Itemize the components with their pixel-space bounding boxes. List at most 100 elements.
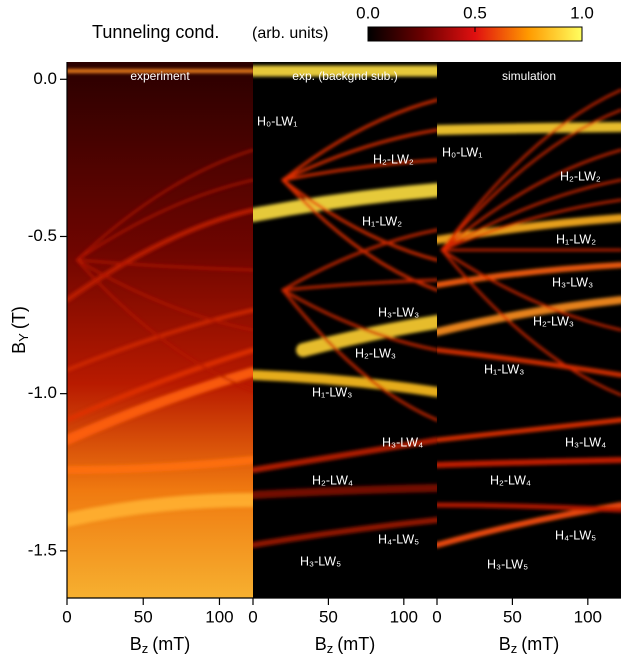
trace xyxy=(440,198,621,252)
y-tick-label: -0.5 xyxy=(28,226,57,245)
trace xyxy=(296,315,437,357)
x-tick-label: 100 xyxy=(390,607,418,626)
panel xyxy=(437,62,621,598)
x-label-unit: (mT) xyxy=(521,634,559,654)
panel xyxy=(253,62,437,598)
trace xyxy=(281,178,437,292)
trace xyxy=(281,278,437,292)
y-tick-label: -1.5 xyxy=(28,540,57,559)
trace xyxy=(253,517,437,548)
colorbar-tick-label: 1.0 xyxy=(570,3,594,22)
annotation: H₁-LW₂ xyxy=(556,232,596,246)
y-tick-label: -1.0 xyxy=(28,383,57,402)
heatmap-traces xyxy=(253,65,437,548)
y-tick-label: 0.0 xyxy=(33,69,57,88)
trace xyxy=(67,456,253,474)
heatmap-traces xyxy=(437,88,621,548)
annotation: H₀-LW₁ xyxy=(257,114,297,128)
x-tick-label: 100 xyxy=(574,607,602,626)
trace xyxy=(437,296,621,336)
annotation: H₂-LW₃ xyxy=(355,346,396,360)
trace xyxy=(437,457,621,468)
trace xyxy=(440,108,621,252)
x-axis-label: Bz (mT) xyxy=(499,634,560,657)
annotation: H₃-LW₄ xyxy=(382,435,423,449)
x-label-symbol: B xyxy=(130,634,142,654)
y-label-unit: (T) xyxy=(9,306,29,329)
trace xyxy=(67,207,253,303)
trace xyxy=(440,178,621,252)
x-label-sub: z xyxy=(327,641,334,656)
colorbar-label: Tunneling cond. xyxy=(92,22,219,42)
trace xyxy=(76,259,253,391)
annotation: H₄-LW₅ xyxy=(378,532,419,546)
x-tick-label: 50 xyxy=(319,607,338,626)
x-label-symbol: B xyxy=(499,634,511,654)
x-label-symbol: B xyxy=(315,634,327,654)
annotation: H₃-LW₅ xyxy=(300,554,341,568)
x-tick-label: 0 xyxy=(432,607,441,626)
x-tick-label: 50 xyxy=(503,607,522,626)
trace xyxy=(281,228,437,292)
trace xyxy=(253,484,437,499)
trace xyxy=(67,308,253,372)
annotation: H₁-LW₂ xyxy=(362,214,402,228)
annotation: H₃-LW₃ xyxy=(552,275,593,289)
annotation: H₂-LW₂ xyxy=(560,169,601,183)
x-label-unit: (mT) xyxy=(337,634,375,654)
x-tick-label: 50 xyxy=(134,607,153,626)
heatmap-background xyxy=(437,62,621,598)
x-label-sub: z xyxy=(142,641,149,656)
trace xyxy=(281,178,437,262)
annotation: H₃-LW₄ xyxy=(565,435,606,449)
trace xyxy=(253,437,437,473)
trace xyxy=(437,262,621,288)
trace xyxy=(437,347,621,378)
trace xyxy=(281,288,437,422)
trace xyxy=(281,98,437,182)
annotation: H₂-LW₂ xyxy=(373,152,414,166)
trace xyxy=(440,148,621,252)
y-label-symbol: B xyxy=(9,342,29,354)
trace xyxy=(437,122,621,135)
annotation: H₀-LW₁ xyxy=(442,145,482,159)
heatmap-traces xyxy=(67,69,253,527)
trace xyxy=(281,288,437,352)
trace xyxy=(76,149,253,261)
panel-title: simulation xyxy=(502,69,556,83)
trace xyxy=(440,248,621,397)
annotation: H₃-LW₅ xyxy=(487,557,528,571)
annotation: H₁-LW₃ xyxy=(312,385,352,399)
trace xyxy=(440,248,621,332)
trace xyxy=(253,370,437,397)
trace xyxy=(67,347,253,423)
trace xyxy=(281,158,437,182)
x-axis-label: Bz (mT) xyxy=(130,634,191,657)
annotation: H₄-LW₅ xyxy=(555,528,596,542)
trace xyxy=(437,417,621,443)
colorbar-tick-label: 0.5 xyxy=(463,3,487,22)
annotation: H₁-LW₃ xyxy=(484,362,524,376)
trace xyxy=(67,367,253,445)
trace xyxy=(76,179,253,261)
annotation: H₂-LW₄ xyxy=(312,473,353,487)
trace xyxy=(440,88,621,252)
trace xyxy=(437,502,621,513)
x-tick-label: 0 xyxy=(248,607,257,626)
trace xyxy=(281,128,437,182)
x-axis-label: Bz (mT) xyxy=(315,634,376,657)
colorbar-unit: (arb. units) xyxy=(252,25,328,42)
panel-title: exp. (backgnd sub.) xyxy=(292,69,397,83)
x-tick-label: 100 xyxy=(205,607,233,626)
panel xyxy=(67,62,253,598)
x-label-sub: z xyxy=(511,641,518,656)
y-label-sub: Y xyxy=(16,333,31,342)
annotation: H₂-LW₃ xyxy=(533,314,574,328)
x-label-unit: (mT) xyxy=(152,634,190,654)
colorbar-tick-label: 0.0 xyxy=(356,3,380,22)
trace xyxy=(76,259,253,271)
trace xyxy=(253,183,437,222)
annotation: H₃-LW₃ xyxy=(378,305,419,319)
panel-title: experiment xyxy=(130,69,190,83)
annotation: H₂-LW₄ xyxy=(490,473,531,487)
